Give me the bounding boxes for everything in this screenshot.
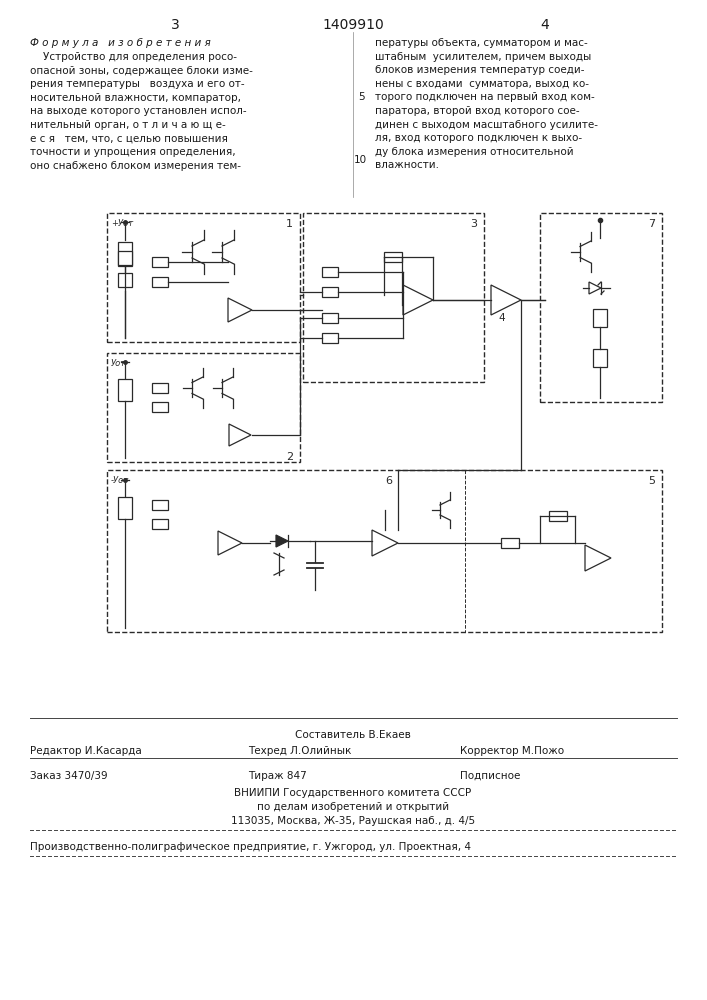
Text: пературы объекта, сумматором и мас-
штабным  усилителем, причем выходы
блоков из: пературы объекта, сумматором и мас- штаб… [375, 38, 598, 170]
Text: Устройство для определения росо-
опасной зоны, содержащее блоки изме-
рения темп: Устройство для определения росо- опасной… [30, 52, 253, 171]
Bar [107, 470, 662, 632]
Bar [152, 257, 168, 267]
Text: +Уот: +Уот [111, 219, 133, 228]
Text: 3: 3 [470, 219, 477, 229]
Bar [107, 353, 300, 462]
Bar [501, 538, 519, 548]
Bar [322, 267, 338, 277]
Bar [118, 497, 132, 519]
Text: Составитель В.Екаев: Составитель В.Екаев [295, 730, 411, 740]
Bar [322, 287, 338, 297]
Bar [152, 383, 168, 393]
Text: Заказ 3470/39: Заказ 3470/39 [30, 771, 107, 781]
Bar [322, 333, 338, 343]
Bar [118, 242, 132, 266]
Text: Уот: Уот [111, 359, 126, 368]
Text: 1: 1 [286, 219, 293, 229]
Text: 113035, Москва, Ж-35, Раушская наб., д. 4/5: 113035, Москва, Ж-35, Раушская наб., д. … [231, 816, 475, 826]
Text: Подписное: Подписное [460, 771, 520, 781]
Text: 1409910: 1409910 [322, 18, 384, 32]
Bar [384, 252, 402, 262]
Text: ВНИИПИ Государственного комитета СССР: ВНИИПИ Государственного комитета СССР [235, 788, 472, 798]
Polygon shape [276, 535, 288, 547]
Text: Редактор И.Касарда: Редактор И.Касарда [30, 746, 141, 756]
Text: Производственно-полиграфическое предприятие, г. Ужгород, ул. Проектная, 4: Производственно-полиграфическое предприя… [30, 842, 471, 852]
Bar [107, 213, 300, 342]
Bar [322, 313, 338, 323]
Text: 5: 5 [648, 476, 655, 486]
Bar [152, 519, 168, 529]
Text: -Уот: -Уот [111, 476, 129, 485]
Bar [152, 500, 168, 510]
Bar [540, 213, 662, 402]
Text: 3: 3 [170, 18, 180, 32]
Bar [152, 402, 168, 412]
Text: по делам изобретений и открытий: по делам изобретений и открытий [257, 802, 449, 812]
Text: 2: 2 [286, 452, 293, 462]
Bar [593, 309, 607, 327]
Bar [303, 213, 484, 382]
Text: 6: 6 [385, 476, 392, 486]
Text: 4: 4 [541, 18, 549, 32]
Text: 4: 4 [498, 313, 505, 323]
Bar [118, 273, 132, 287]
Bar [152, 277, 168, 287]
Text: 10: 10 [354, 155, 367, 165]
Text: Ф о р м у л а   и з о б р е т е н и я: Ф о р м у л а и з о б р е т е н и я [30, 38, 211, 48]
Text: Корректор М.Пожо: Корректор М.Пожо [460, 746, 564, 756]
Bar [118, 379, 132, 401]
Text: Тираж 847: Тираж 847 [248, 771, 307, 781]
Bar [593, 349, 607, 367]
Text: 5: 5 [358, 92, 365, 102]
Bar [118, 251, 132, 265]
Text: 7: 7 [648, 219, 655, 229]
Bar [549, 511, 567, 521]
Text: Техред Л.Олийнык: Техред Л.Олийнык [248, 746, 351, 756]
